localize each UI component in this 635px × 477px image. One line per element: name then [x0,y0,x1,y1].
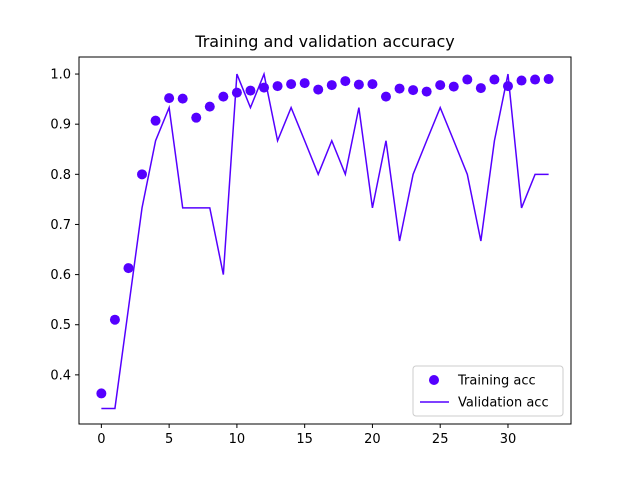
x-tick-label: 20 [364,432,381,447]
x-tick-label: 15 [296,432,313,447]
series-line-validation-acc [101,71,549,410]
y-tick-label: 0.8 [50,168,71,183]
y-tick-label: 1.0 [50,68,71,83]
data-point-training-acc [353,79,364,90]
data-point-training-acc [123,263,134,274]
chart-title: Training and validation accuracy [194,32,454,51]
data-point-training-acc [164,93,175,104]
data-point-training-acc [231,87,242,98]
data-point-training-acc [177,93,188,104]
data-point-training-acc [191,112,202,123]
data-point-training-acc [421,86,432,97]
data-point-training-acc [272,81,283,92]
data-point-training-acc [448,81,459,92]
x-tick-label: 25 [432,432,449,447]
data-point-training-acc [218,91,229,102]
legend-marker-training-acc [429,375,439,385]
data-point-training-acc [245,85,256,96]
legend-box [412,365,564,417]
legend-label-validation-acc: Validation acc [458,396,549,411]
data-point-training-acc [96,388,107,399]
data-point-training-acc [340,76,351,87]
plot-area: 0 5 10 15 20 25 30 0.4 0.5 0.6 0.7 0.8 0.9 1.0 [50,56,572,447]
x-tick-label: 30 [500,432,517,447]
data-point-training-acc [516,75,527,86]
legend-label-training-acc: Training acc [457,374,536,389]
y-tick-label: 0.7 [50,218,71,233]
data-point-training-acc [543,74,554,85]
data-point-training-acc [204,101,215,112]
data-point-training-acc [326,80,337,91]
y-tick-label: 0.6 [50,268,71,283]
data-point-training-acc [408,85,419,96]
y-tick-label: 0.5 [50,318,71,333]
legend: Training acc Validation acc [412,365,564,417]
data-point-training-acc [462,74,473,85]
data-point-training-acc [109,314,120,325]
data-point-training-acc [137,169,148,180]
y-tick-label: 0.9 [50,118,71,133]
x-tick-label: 5 [165,432,173,447]
y-tick-label: 0.4 [50,368,71,383]
data-point-training-acc [435,80,446,91]
data-point-training-acc [394,83,405,94]
x-tick-label: 10 [229,432,246,447]
data-point-training-acc [299,78,310,89]
data-point-training-acc [286,79,297,90]
x-tick-label: 0 [97,432,105,447]
data-point-training-acc [489,74,500,85]
data-point-training-acc [367,79,378,90]
data-point-training-acc [475,83,486,94]
data-point-training-acc [313,84,324,95]
axes-frame [78,56,572,425]
data-point-training-acc [380,91,391,102]
data-point-training-acc [530,74,541,85]
data-point-training-acc [150,115,161,126]
